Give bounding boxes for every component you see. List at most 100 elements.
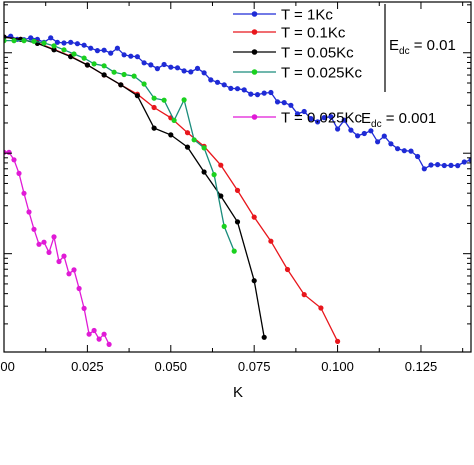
group-label-symbol: E	[389, 37, 399, 54]
data-point	[401, 148, 407, 154]
legend-label: T = 0.1Kc	[281, 25, 346, 42]
series-line	[4, 151, 110, 345]
data-point	[134, 54, 140, 60]
data-point	[348, 127, 354, 133]
data-point	[61, 253, 67, 259]
data-point	[441, 162, 447, 169]
data-point	[368, 128, 374, 134]
data-point	[284, 266, 291, 273]
data-point	[91, 61, 97, 67]
data-point	[174, 65, 181, 71]
x-axis-label: K	[233, 384, 243, 401]
legend-label: T = 0.025Kc	[281, 110, 363, 127]
x-tick-label: 0.050	[155, 359, 188, 374]
data-point	[66, 271, 72, 277]
data-point	[211, 172, 217, 178]
data-point	[254, 92, 261, 98]
x-tick-label: 0.125	[405, 359, 438, 374]
data-point	[41, 239, 47, 245]
data-point	[194, 65, 201, 71]
data-point	[355, 133, 361, 139]
data-point	[318, 305, 324, 311]
series-line	[4, 39, 235, 252]
legend-label: T = 0.025Kc	[281, 65, 363, 82]
data-point	[181, 97, 187, 103]
data-point	[106, 341, 112, 347]
group-label-symbol: E	[361, 110, 371, 127]
data-point	[201, 70, 207, 76]
legend-entry-4: T = 0.025Kc	[233, 65, 363, 82]
data-point	[101, 63, 107, 69]
data-point	[201, 145, 207, 151]
data-point	[301, 292, 307, 298]
data-point	[218, 162, 224, 168]
series-4	[4, 38, 237, 254]
data-point	[221, 82, 227, 88]
legend-entry-3: T = 0.05Kc	[233, 45, 354, 62]
data-point	[341, 117, 347, 123]
data-point	[51, 43, 57, 49]
data-point	[131, 73, 137, 79]
data-point	[94, 48, 100, 54]
data-point	[148, 62, 154, 68]
data-point	[428, 162, 434, 168]
data-point	[448, 162, 454, 168]
data-point	[6, 149, 12, 155]
data-point	[11, 157, 17, 163]
legend-marker	[251, 49, 258, 55]
group-label-subscript: dc	[399, 46, 410, 57]
data-point	[308, 116, 314, 122]
data-point	[274, 99, 281, 105]
data-point	[128, 53, 134, 59]
data-point	[26, 209, 32, 215]
data-point	[61, 47, 67, 53]
data-point	[101, 47, 107, 53]
legend-label: T = 1Kc	[281, 7, 333, 24]
data-point	[151, 125, 157, 131]
data-point	[151, 95, 157, 101]
data-point	[111, 69, 117, 75]
data-point	[171, 117, 177, 123]
data-point	[468, 157, 471, 163]
data-point	[71, 51, 77, 57]
data-point	[228, 85, 234, 91]
data-point	[141, 60, 147, 66]
data-point	[31, 226, 37, 232]
data-point	[16, 170, 22, 176]
data-point	[214, 79, 221, 85]
data-point	[288, 102, 294, 108]
data-point	[281, 100, 287, 106]
data-point	[91, 327, 97, 334]
data-point	[84, 62, 90, 68]
series-3	[4, 34, 267, 340]
data-point	[48, 35, 54, 41]
data-point	[261, 334, 267, 340]
data-point	[328, 114, 334, 120]
data-point	[141, 81, 147, 87]
data-point	[184, 144, 191, 150]
data-point	[61, 40, 67, 46]
data-series-layer	[4, 33, 471, 347]
data-point	[74, 41, 80, 47]
data-point	[168, 64, 174, 70]
data-point	[81, 42, 87, 48]
data-point	[388, 141, 394, 147]
data-point	[221, 223, 227, 229]
legend-marker	[251, 69, 258, 75]
data-point	[31, 38, 37, 44]
data-point	[151, 104, 157, 111]
data-point	[361, 130, 367, 137]
data-point	[11, 38, 17, 44]
data-point	[191, 137, 197, 143]
data-point	[294, 111, 301, 117]
legend-marker	[251, 11, 258, 17]
data-point	[218, 193, 224, 199]
data-point	[51, 47, 57, 53]
data-point	[231, 248, 237, 254]
data-point	[315, 119, 321, 125]
data-point	[21, 190, 27, 196]
axes-layer: 000 0.025 0.050 0.075 0.100 0.125	[0, 2, 471, 374]
series-line	[4, 36, 339, 342]
data-point	[51, 234, 57, 240]
